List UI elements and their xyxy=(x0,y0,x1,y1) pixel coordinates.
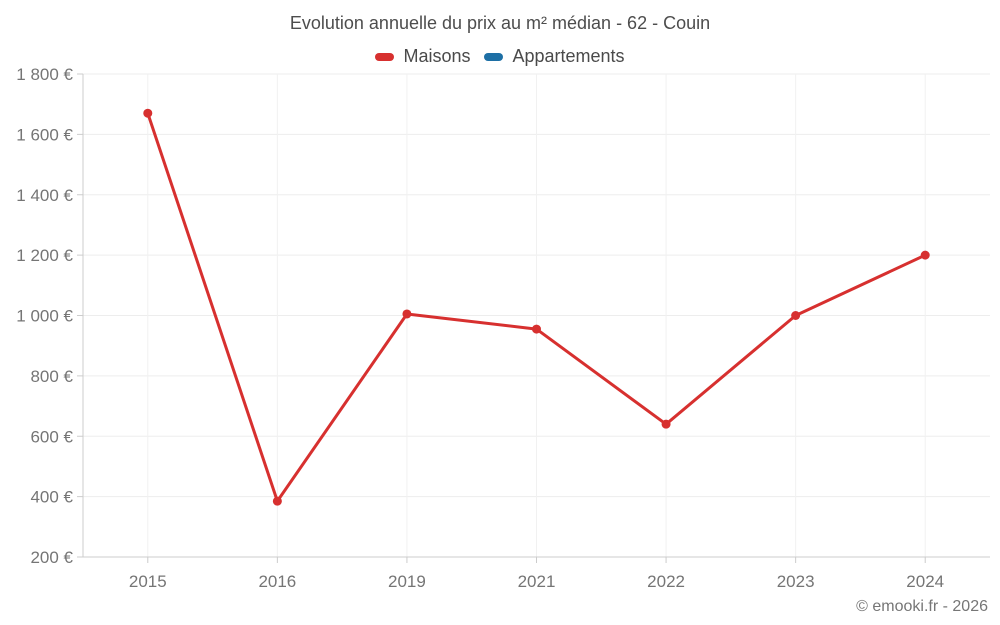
x-axis-label: 2015 xyxy=(129,572,167,591)
legend-swatch-appartements-icon xyxy=(484,52,504,61)
x-axis-label: 2019 xyxy=(388,572,426,591)
y-axis-label: 1 200 € xyxy=(16,246,73,265)
y-axis-label: 1 600 € xyxy=(16,125,73,144)
x-axis-label: 2023 xyxy=(777,572,815,591)
y-axis-label: 600 € xyxy=(30,427,73,446)
chart-legend: Maisons Appartements xyxy=(0,46,1000,67)
x-axis-label: 2021 xyxy=(518,572,556,591)
legend-swatch-maisons-icon xyxy=(375,52,395,61)
data-point-maisons-2016[interactable] xyxy=(272,496,282,506)
chart-title: Evolution annuelle du prix au m² médian … xyxy=(289,13,711,33)
y-axis-label: 1 000 € xyxy=(16,307,73,326)
legend-label-maisons: Maisons xyxy=(403,46,471,66)
legend-label-appartements: Appartements xyxy=(512,46,625,66)
credit-text: © emooki.fr - 2026 xyxy=(856,598,988,615)
data-point-maisons-2023[interactable] xyxy=(791,311,801,320)
legend-item-maisons[interactable]: Maisons xyxy=(375,46,470,67)
y-axis-label: 400 € xyxy=(30,488,73,507)
data-point-maisons-2021[interactable] xyxy=(532,324,541,334)
y-axis-label: 1 800 € xyxy=(16,65,73,84)
data-point-maisons-2019[interactable] xyxy=(402,309,412,319)
x-axis-label: 2024 xyxy=(906,572,944,591)
x-axis-label: 2016 xyxy=(258,572,296,591)
x-axis-label: 2022 xyxy=(647,572,685,591)
y-axis-label: 800 € xyxy=(30,367,73,386)
data-point-maisons-2015[interactable] xyxy=(143,108,153,118)
data-point-maisons-2024[interactable] xyxy=(920,250,930,260)
legend-item-appartements[interactable]: Appartements xyxy=(484,46,625,67)
y-axis-label: 200 € xyxy=(30,548,73,567)
y-axis-label: 1 400 € xyxy=(16,186,73,205)
data-point-maisons-2022[interactable] xyxy=(661,419,671,429)
